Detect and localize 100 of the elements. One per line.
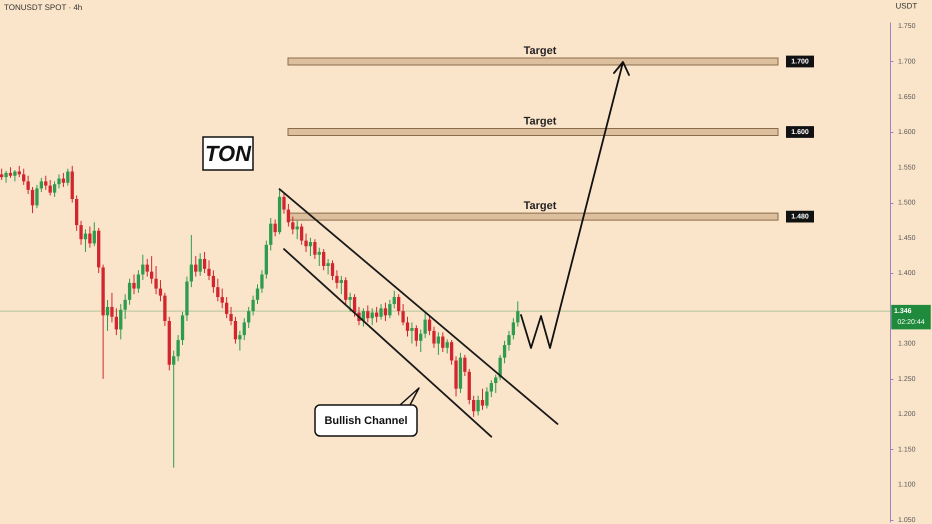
candlestick — [229, 306, 233, 326]
candlestick — [202, 251, 206, 274]
y-axis-title: USDT — [896, 2, 918, 10]
annotation: TON — [204, 141, 252, 166]
candlestick — [485, 386, 489, 409]
candlestick — [414, 324, 418, 347]
candlestick — [234, 316, 238, 344]
candlestick — [18, 165, 21, 178]
candlestick — [88, 226, 92, 248]
annotation: Bullish Channel — [324, 415, 408, 427]
candlestick — [62, 172, 66, 188]
candlestick — [419, 328, 422, 353]
candlestick — [397, 294, 400, 316]
candlestick — [198, 252, 202, 276]
candlestick — [322, 248, 326, 271]
candlestick — [212, 270, 216, 294]
candlestick — [110, 292, 114, 323]
candlestick — [190, 234, 193, 288]
candlestick — [30, 186, 34, 214]
candlestick — [308, 237, 312, 257]
candlestick — [136, 270, 140, 294]
candlestick — [366, 305, 370, 323]
candlestick — [446, 338, 449, 354]
candlestick — [296, 220, 299, 240]
candlestick — [286, 203, 290, 228]
candlestick — [194, 256, 198, 278]
candlestick — [494, 374, 498, 394]
candlestick — [370, 308, 374, 326]
candlestick — [490, 380, 493, 398]
candlestick — [340, 275, 343, 295]
candlestick — [291, 216, 294, 235]
candlestick — [92, 222, 96, 247]
candlestick — [124, 294, 127, 320]
candlestick — [216, 278, 220, 302]
candlestick — [330, 260, 334, 281]
candlestick — [22, 168, 26, 186]
candlestick — [256, 284, 260, 305]
candlestick — [260, 270, 264, 294]
candlestick — [423, 312, 427, 338]
candlestick — [476, 395, 480, 416]
candlestick — [406, 316, 410, 338]
candlestick — [26, 175, 30, 195]
candlestick — [13, 170, 17, 182]
candlestick — [220, 288, 224, 309]
candlestick — [0, 168, 4, 180]
candlestick — [450, 340, 454, 366]
candlestick — [79, 220, 83, 246]
candlestick — [401, 304, 405, 326]
candlestick — [388, 299, 392, 319]
candlestick — [172, 350, 176, 468]
candlestick — [247, 306, 250, 329]
candlestick — [154, 266, 158, 295]
candlestick — [35, 184, 39, 209]
candlestick — [348, 292, 352, 312]
candlestick — [141, 254, 144, 281]
candlestick — [313, 238, 317, 260]
candlestick — [374, 306, 378, 323]
candlestick — [516, 300, 520, 328]
candlestick — [507, 330, 511, 352]
candlestick — [242, 318, 246, 341]
candlestick — [379, 304, 383, 320]
candlestick — [274, 218, 277, 237]
candlestick — [119, 304, 122, 340]
candlestick — [238, 330, 242, 352]
candlestick — [150, 256, 154, 284]
candlestick — [472, 395, 476, 418]
candlestick — [207, 260, 211, 281]
candlestick — [40, 177, 44, 192]
candlestick — [344, 276, 348, 306]
candlestick — [512, 318, 516, 340]
candlestick — [326, 258, 330, 275]
candlestick — [384, 302, 388, 322]
candlestick — [441, 332, 444, 353]
candlestick — [106, 299, 110, 332]
candlestick — [52, 180, 56, 198]
candlestick — [44, 175, 48, 190]
candlestick — [318, 247, 321, 267]
candlestick — [48, 179, 52, 196]
candlestick — [114, 308, 118, 336]
band-label: Target — [524, 115, 557, 128]
candlestick — [436, 332, 440, 356]
candlestick — [304, 233, 308, 252]
candlestick — [66, 168, 70, 186]
candlestick — [463, 354, 467, 377]
candlestick — [335, 270, 339, 290]
candlestick — [410, 322, 414, 344]
candlestick — [176, 334, 180, 362]
chart-title: TONUSDT SPOT · 4h — [4, 3, 82, 12]
candlestick — [146, 258, 149, 278]
candlestick — [300, 223, 304, 246]
candlestick — [362, 308, 366, 328]
candlestick — [428, 314, 432, 336]
candlestick — [498, 354, 502, 381]
candlestick — [251, 295, 255, 316]
candlestick — [392, 290, 396, 309]
candlestick — [128, 278, 132, 306]
band-label: Target — [524, 44, 557, 57]
candlestick — [158, 280, 162, 302]
band-label: Target — [524, 200, 557, 212]
candlestick — [269, 218, 272, 251]
